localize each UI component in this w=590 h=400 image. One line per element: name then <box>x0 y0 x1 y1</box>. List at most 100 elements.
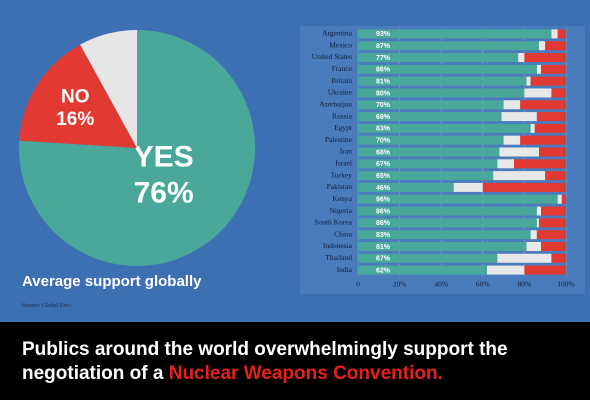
slice-value-label: 76% <box>134 176 194 209</box>
bar-segment <box>524 265 566 275</box>
data-label: 68% <box>376 149 391 156</box>
bar-segment <box>503 135 521 145</box>
bar-segment <box>551 29 558 39</box>
bar-segment <box>551 253 566 263</box>
data-label: 67% <box>376 256 391 263</box>
bar-segment <box>358 76 527 86</box>
bar-segment <box>358 218 537 228</box>
bar-segment <box>358 135 504 145</box>
data-label: 70% <box>376 138 391 145</box>
bar-segment <box>541 64 566 74</box>
bar-segment <box>541 206 566 216</box>
bar-segment <box>499 147 539 157</box>
y-tick-label: China <box>334 229 353 238</box>
bar-segment <box>503 100 521 110</box>
caption-text: Publics around the world overwhelmingly … <box>22 339 508 384</box>
y-tick-label: Argentina <box>322 29 353 38</box>
x-tick-label: 100% <box>557 280 575 289</box>
y-tick-label: Mexico <box>329 40 352 49</box>
data-label: 65% <box>376 173 391 180</box>
data-label: 86% <box>376 67 391 74</box>
data-label: 81% <box>376 78 391 85</box>
bar-segment <box>358 147 500 157</box>
y-tick-label: Palestine <box>325 135 353 144</box>
data-label: 80% <box>376 90 391 97</box>
y-tick-label: Russia <box>332 111 353 120</box>
y-tick-label: Britain <box>331 76 352 85</box>
data-label: 70% <box>376 102 391 109</box>
y-tick-label: Ukraine <box>328 88 353 97</box>
data-label: 93% <box>376 31 391 38</box>
bar-segment <box>530 76 566 86</box>
caption: Publics around the world overwhelmingly … <box>0 322 590 400</box>
chart-title: Average support globally <box>22 273 202 290</box>
data-label: 62% <box>376 267 391 274</box>
y-tick-label: Kenya <box>332 194 352 203</box>
bar-segment <box>534 123 566 133</box>
pie-slice <box>80 30 137 148</box>
bar-segment <box>501 112 537 122</box>
bar-segment <box>358 241 527 251</box>
bar-segment <box>358 29 552 39</box>
bar-segment <box>561 194 566 204</box>
y-tick-label: Indonesia <box>323 241 353 250</box>
bar-segment <box>526 241 542 251</box>
bar-segment <box>536 64 542 74</box>
bar-segment <box>551 88 566 98</box>
bar-segment <box>524 88 552 98</box>
bar-segment <box>520 135 566 145</box>
data-label: 87% <box>376 43 391 50</box>
y-tick-label: United States <box>312 52 352 61</box>
data-label: 96% <box>376 197 391 204</box>
y-tick-label: Nigeria <box>330 206 353 215</box>
bar-segment <box>538 147 566 157</box>
caption-highlight: Nuclear Weapons Convention. <box>168 363 443 384</box>
slice-value-label: 16% <box>56 109 94 130</box>
bar-segment <box>497 159 514 169</box>
x-tick-label: 80% <box>518 280 532 289</box>
x-tick-label: 0 <box>356 280 360 289</box>
bar-segment <box>526 76 531 86</box>
y-tick-label: Pakistan <box>327 182 353 191</box>
bar-segment <box>545 41 566 51</box>
data-label: 86% <box>376 208 391 215</box>
bar-segment <box>358 159 498 169</box>
bar-segment <box>453 182 483 192</box>
bar-segment <box>536 230 566 240</box>
bar-segment <box>358 64 537 74</box>
y-tick-label: Egypt <box>334 123 353 132</box>
source: Source: Global Zero <box>22 303 71 309</box>
bar-segment <box>538 218 566 228</box>
data-label: 83% <box>376 126 391 133</box>
bar-segment <box>536 218 539 228</box>
bar-segment <box>358 53 519 63</box>
y-tick-label: Azerbaijan <box>319 99 352 108</box>
bar-segment <box>358 265 487 275</box>
bar-segment <box>358 230 531 240</box>
bar-segment <box>358 194 558 204</box>
bar-segment <box>358 100 504 110</box>
y-tick-label: India <box>337 265 353 274</box>
y-tick-label: Turkey <box>331 170 353 179</box>
data-label: 69% <box>376 114 391 121</box>
y-tick-label: France <box>332 64 353 73</box>
bar-segment <box>358 206 537 216</box>
bar-segment <box>358 41 539 51</box>
y-tick-label: South Korea <box>314 218 352 227</box>
bar-segment <box>536 206 542 216</box>
bar-segment <box>557 29 566 39</box>
bar-segment <box>358 171 494 181</box>
bar-segment <box>536 112 566 122</box>
bar-segment <box>358 88 525 98</box>
bar-segment <box>486 265 525 275</box>
x-tick-label: 20% <box>393 280 407 289</box>
bar-segment <box>358 123 531 133</box>
y-tick-label: Iran <box>340 147 352 156</box>
bar-segment <box>545 171 566 181</box>
data-label: 67% <box>376 161 391 168</box>
bar-segment <box>497 253 552 263</box>
bar-segment <box>514 159 566 169</box>
x-tick-label: 40% <box>434 280 448 289</box>
